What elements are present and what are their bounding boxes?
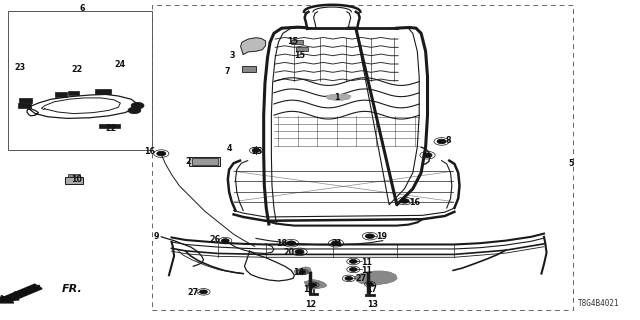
Text: 6: 6 <box>79 4 84 12</box>
Text: 13: 13 <box>367 300 378 309</box>
Circle shape <box>157 151 166 156</box>
Circle shape <box>423 153 432 157</box>
Polygon shape <box>355 271 397 284</box>
Circle shape <box>349 260 357 263</box>
Circle shape <box>349 268 357 271</box>
Text: 19: 19 <box>376 232 387 241</box>
Text: 27: 27 <box>188 288 198 297</box>
Circle shape <box>437 139 446 144</box>
Polygon shape <box>326 94 351 100</box>
Text: 17: 17 <box>303 285 314 294</box>
Bar <box>19 98 32 103</box>
Bar <box>68 174 80 177</box>
Text: 24: 24 <box>114 60 125 69</box>
FancyArrow shape <box>0 284 42 303</box>
Text: 17: 17 <box>365 285 377 294</box>
Bar <box>55 92 67 97</box>
Circle shape <box>367 283 373 286</box>
Circle shape <box>200 290 207 294</box>
Text: 11: 11 <box>362 266 372 275</box>
Text: 14: 14 <box>293 268 304 277</box>
Text: 7: 7 <box>225 67 230 76</box>
Text: 26: 26 <box>210 236 221 244</box>
Text: 15: 15 <box>287 37 298 46</box>
Circle shape <box>295 250 304 254</box>
Text: 20: 20 <box>284 248 294 257</box>
Circle shape <box>221 239 229 243</box>
Bar <box>152 5 573 310</box>
Text: 10: 10 <box>71 175 83 184</box>
Circle shape <box>287 241 296 245</box>
Text: 22: 22 <box>72 65 83 74</box>
Text: 12: 12 <box>305 300 316 309</box>
Text: 15: 15 <box>294 51 305 60</box>
Bar <box>68 91 79 95</box>
Text: 3: 3 <box>229 51 235 60</box>
Bar <box>95 89 111 94</box>
Bar <box>192 158 218 165</box>
Text: 22: 22 <box>105 124 116 132</box>
Circle shape <box>310 283 317 286</box>
Text: T8G4B4021: T8G4B4021 <box>578 299 620 308</box>
Circle shape <box>365 234 374 238</box>
Text: 23: 23 <box>14 63 25 72</box>
Text: 25: 25 <box>251 147 262 156</box>
Bar <box>18 103 31 108</box>
Text: 16: 16 <box>144 147 155 156</box>
Circle shape <box>128 107 141 114</box>
Text: 9: 9 <box>153 232 159 241</box>
Text: 5: 5 <box>568 159 574 168</box>
Text: 18: 18 <box>276 239 287 248</box>
Polygon shape <box>241 38 266 54</box>
Circle shape <box>332 241 340 245</box>
Bar <box>291 40 303 44</box>
Text: 11: 11 <box>362 258 372 267</box>
Circle shape <box>300 270 306 274</box>
Bar <box>242 66 256 72</box>
Circle shape <box>131 102 144 109</box>
Bar <box>8 11 152 150</box>
Polygon shape <box>305 280 326 289</box>
Bar <box>99 124 120 128</box>
Circle shape <box>252 148 260 152</box>
Text: 21: 21 <box>332 239 342 248</box>
Polygon shape <box>294 267 311 275</box>
Text: 8: 8 <box>445 136 451 145</box>
Text: 16: 16 <box>410 198 420 207</box>
Text: 27: 27 <box>355 274 366 283</box>
Text: 1: 1 <box>335 93 340 102</box>
Text: 2: 2 <box>186 157 191 166</box>
Circle shape <box>400 199 409 203</box>
Bar <box>189 157 220 166</box>
Bar <box>65 177 83 184</box>
Text: 4: 4 <box>227 144 232 153</box>
Bar <box>296 47 308 51</box>
Circle shape <box>345 276 353 280</box>
Text: FR.: FR. <box>62 284 83 294</box>
